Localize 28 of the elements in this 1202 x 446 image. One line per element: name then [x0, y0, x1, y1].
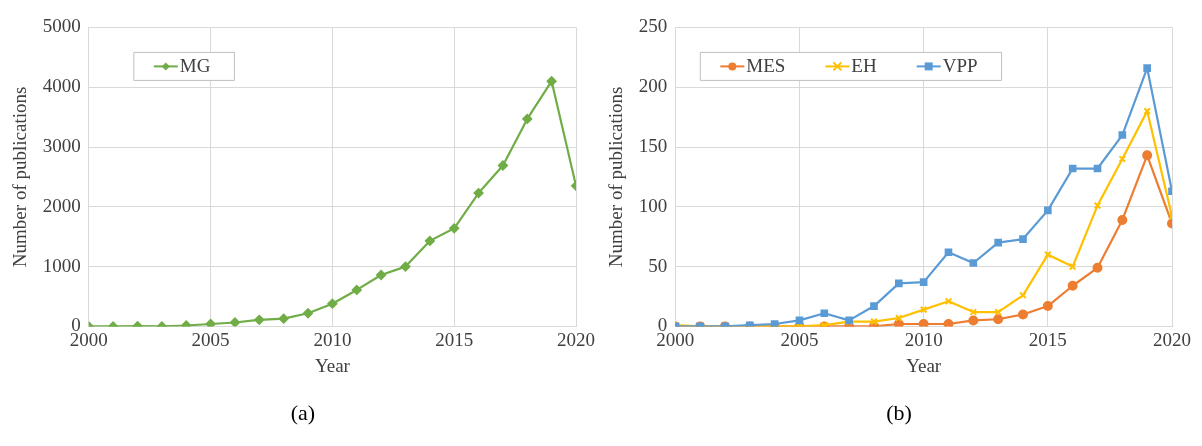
text: (a) [290, 400, 316, 426]
y-tick-label: 50 [648, 254, 668, 276]
legend-label: MG [179, 55, 211, 77]
y-tick-label: 200 [638, 75, 668, 97]
legend-label: MES [746, 55, 786, 77]
x-tick-label: 2015 [1028, 328, 1067, 350]
y-axis-title: Number of publications [605, 86, 627, 268]
y-tick-label: 150 [638, 134, 668, 156]
x-tick-label: 2005 [191, 328, 230, 350]
x-tick-label: 2010 [904, 328, 943, 350]
y-tick-label: 1000 [42, 254, 81, 276]
x-tick-label: 2020 [557, 328, 595, 350]
y-tick-label: 3000 [42, 134, 81, 156]
x-tick-label: 2010 [313, 328, 352, 350]
y-tick-label: 2000 [42, 194, 81, 216]
y-tick-label: 100 [638, 194, 668, 216]
y-tick-label: 250 [638, 15, 668, 37]
x-axis-title: Year [314, 354, 351, 376]
x-tick-label: 2020 [1153, 328, 1191, 350]
y-tick-label: 5000 [42, 15, 81, 37]
x-axis-title: Year [906, 354, 942, 376]
legend-label: VPP [942, 55, 978, 77]
legend-label: EH [851, 55, 877, 77]
y-tick-label: 4000 [42, 75, 81, 97]
x-tick-label: 2015 [435, 328, 474, 350]
y-axis-title: Number of publications [9, 86, 31, 268]
text: (b) [886, 400, 912, 426]
x-tick-label: 2005 [780, 328, 819, 350]
